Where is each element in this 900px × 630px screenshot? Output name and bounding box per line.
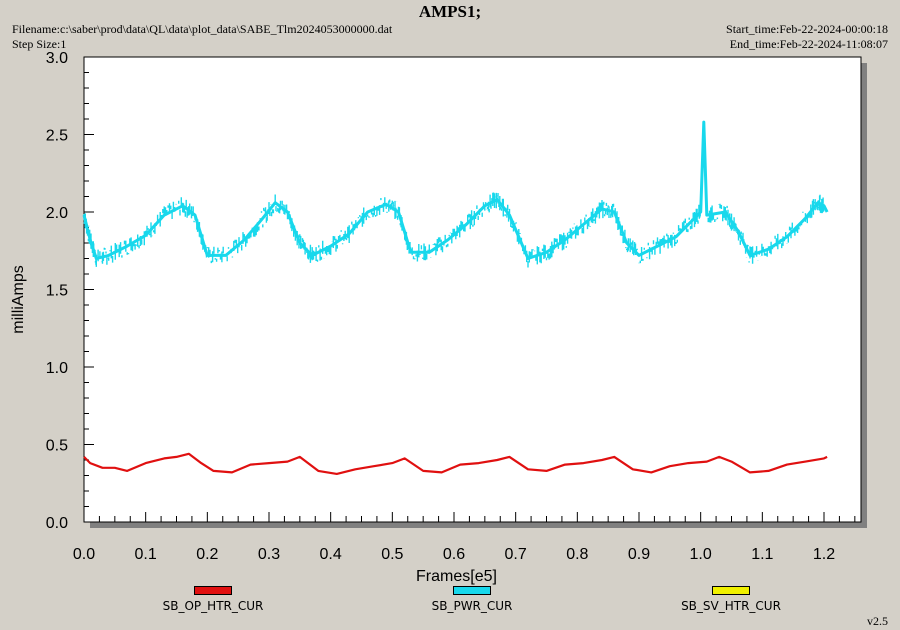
y-tick-label: 1.0 — [46, 360, 68, 377]
y-axis-label: milliAmps — [10, 265, 27, 333]
filename-label: Filename:c:\saber\prod\data\QL\data\plot… — [12, 22, 393, 36]
y-tick-label: 0.0 — [46, 515, 68, 532]
legend-swatch-sb-sv-htr-cur — [712, 586, 750, 595]
legend-swatch-sb-pwr-cur — [453, 586, 491, 595]
x-tick-label: 0.1 — [135, 546, 157, 563]
y-tick-label: 3.0 — [46, 50, 68, 67]
legend-label-sb-op-htr-cur: SB_OP_HTR_CUR — [162, 599, 264, 613]
end-time-label: End_time:Feb-22-2024-11:08:07 — [729, 37, 888, 51]
legend-label-sb-pwr-cur: SB_PWR_CUR — [431, 599, 513, 613]
legend-label-sb-sv-htr-cur: SB_SV_HTR_CUR — [681, 599, 781, 613]
x-tick-label: 1.0 — [690, 546, 712, 563]
version-label: v2.5 — [867, 614, 888, 628]
series-line-sb-pwr-cur-noise — [83, 192, 825, 268]
legend-swatch-sb-op-htr-cur — [194, 586, 232, 595]
x-tick-label: 0.6 — [443, 546, 465, 563]
y-tick-label: 1.5 — [46, 283, 68, 300]
x-tick-label: 0.9 — [628, 546, 650, 563]
series-line-sb-op-htr-cur — [83, 452, 828, 475]
y-tick-label: 2.0 — [46, 205, 68, 222]
x-tick-label: 0.8 — [566, 546, 588, 563]
x-tick-label: 1.2 — [813, 546, 835, 563]
y-tick-label: 0.5 — [46, 438, 68, 455]
step-size-label: Step Size:1 — [12, 37, 67, 51]
x-tick-label: 0.7 — [505, 546, 527, 563]
start-time-label: Start_time:Feb-22-2024-00:00:18 — [726, 22, 888, 36]
chart-title: AMPS1; — [418, 2, 482, 21]
series-line-sb-pwr-cur — [82, 120, 829, 260]
x-tick-label: 0.4 — [320, 546, 342, 563]
x-tick-label: 0.3 — [258, 546, 280, 563]
plot-frame — [83, 56, 862, 523]
x-tick-label: 1.1 — [751, 546, 773, 563]
x-axis-label: Frames[e5] — [416, 568, 497, 585]
y-tick-label: 2.5 — [46, 128, 68, 145]
x-tick-label: 0.2 — [196, 546, 218, 563]
x-tick-label: 0.0 — [73, 546, 95, 563]
x-tick-label: 0.5 — [381, 546, 403, 563]
